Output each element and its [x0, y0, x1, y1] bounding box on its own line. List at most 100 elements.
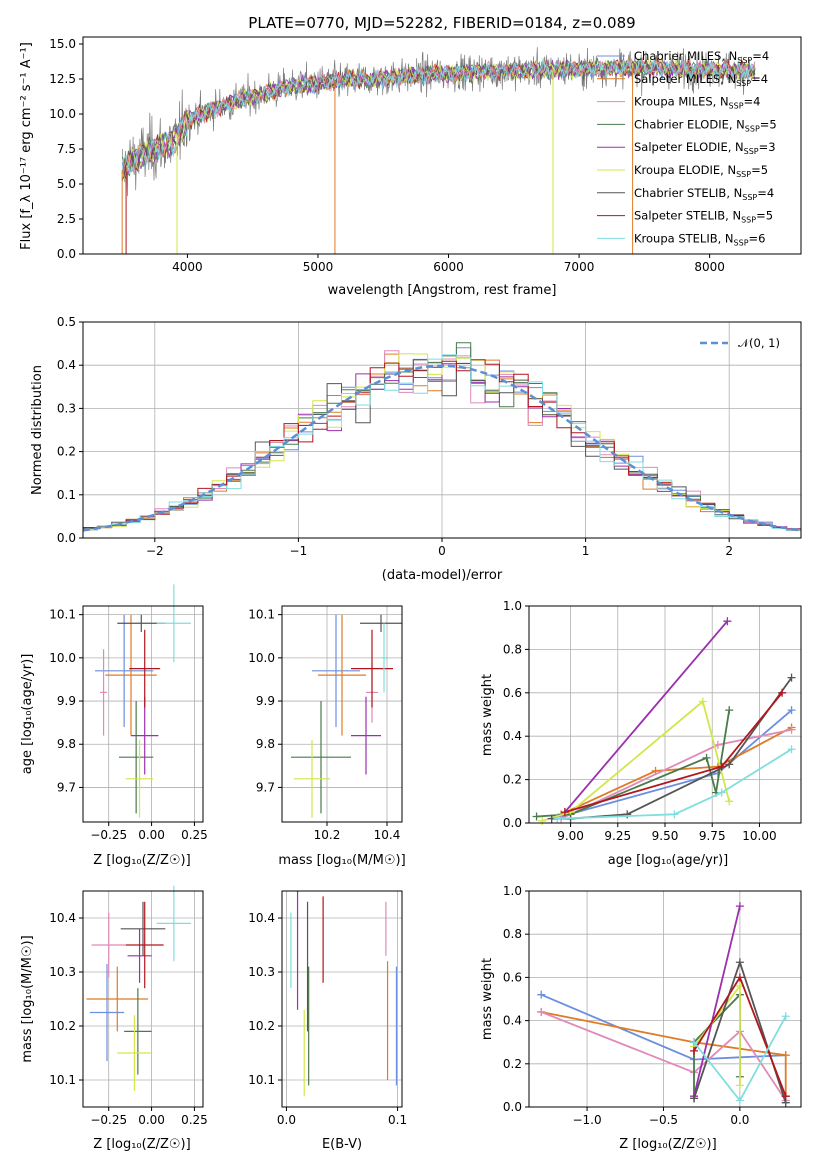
- x-tick-label: 0.00: [138, 1113, 165, 1127]
- y-tick-label: 1.0: [503, 599, 522, 613]
- mass-weight-marker: [735, 973, 744, 982]
- mass-weight-marker: [698, 697, 707, 706]
- legend-label: Kroupa STELIB, NSSP=6: [634, 231, 765, 247]
- y-axis-label: Flux [f_λ 10⁻¹⁷ erg cm⁻² s⁻¹ A⁻¹]: [19, 42, 34, 250]
- plot-frame: [82, 605, 204, 823]
- mass-weight-marker: [670, 810, 679, 819]
- y-axis-label: mass [log₁₀(M/M☉)]: [20, 935, 35, 1062]
- plot-frame: [528, 605, 802, 824]
- legend-label: Chabrier STELIB, NSSP=4: [634, 186, 774, 202]
- x-tick-label: 9.50: [652, 829, 679, 843]
- y-tick-label: 0.4: [503, 1014, 522, 1028]
- y-tick-label: 0.0: [57, 247, 76, 261]
- x-tick-label: −0.25: [90, 828, 127, 842]
- legend-label-normal: 𝒩(0, 1): [738, 336, 780, 350]
- x-tick-label: 7000: [564, 260, 595, 274]
- x-tick-label: 0.1: [388, 1113, 407, 1127]
- mass-weight-marker: [532, 812, 541, 821]
- residual-panel: −2 −1 0 1 2 0.0 0.1 0.2 0.3 0.4 0.5 𝒩(0, 1) (data-…: [30, 315, 802, 583]
- x-tick-label: 1: [582, 544, 590, 558]
- legend-label: Chabrier ELODIE, NSSP=5: [634, 117, 777, 133]
- y-tick-label: 9.9: [57, 694, 76, 708]
- y-tick-label: 12.5: [49, 72, 76, 86]
- legend-label: Kroupa MILES, NSSP=4: [634, 95, 760, 111]
- mass-weight-line: [693, 905, 741, 1097]
- mass-weight-marker: [560, 808, 569, 817]
- spectrum-plot-area: [82, 36, 802, 255]
- y-tick-label: 9.8: [57, 737, 76, 751]
- mass-weight-marker: [725, 706, 734, 715]
- mass-weight-marker: [713, 740, 722, 749]
- y-tick-label: 10.4: [248, 911, 275, 925]
- mass-weight-marker: [553, 814, 562, 823]
- normal-curve: [82, 364, 802, 532]
- y-tick-label: 0.2: [503, 773, 522, 787]
- mass-weight-marker: [735, 902, 744, 911]
- y-tick-label: 0.1: [57, 488, 76, 502]
- x-tick-label: 9.75: [699, 829, 726, 843]
- y-tick-label: 0.4: [57, 358, 76, 372]
- y-tick-label: 0.0: [57, 531, 76, 545]
- y-tick-label: 0.8: [503, 642, 522, 656]
- weight-vs-metallicity-panel: −1.0 −0.5 0.0 0.0 0.2 0.4 0.6 0.8 1.0 Z [log₁₀(Z…: [480, 884, 802, 1152]
- model-spectrum-line: [121, 56, 756, 175]
- y-tick-label: 9.9: [256, 694, 275, 708]
- age-vs-mass-panel: 10.2 10.4 9.7 9.8 9.9 10.0 10.1 mass [log₁₀(M/…: [248, 605, 406, 868]
- x-tick-label: −2: [146, 544, 164, 558]
- y-tick-label: 0.6: [503, 970, 522, 984]
- legend-label: Kroupa ELODIE, NSSP=5: [634, 163, 768, 179]
- y-tick-label: 10.2: [248, 1019, 275, 1033]
- x-axis-label: E(B-V): [322, 1137, 362, 1152]
- mass-weight-marker: [723, 617, 732, 626]
- mass-weight-marker: [787, 745, 796, 754]
- mass-weight-marker: [690, 1094, 699, 1103]
- x-tick-label: 0.25: [181, 1113, 208, 1127]
- residual-histogram-step: [83, 354, 801, 531]
- y-tick-label: 10.2: [49, 1019, 76, 1033]
- x-tick-label: 0.00: [138, 828, 165, 842]
- mass-weight-line: [557, 748, 793, 820]
- x-tick-label: 0.0: [730, 1113, 749, 1127]
- y-tick-label: 0.8: [503, 927, 522, 941]
- y-tick-label: 10.3: [49, 965, 76, 979]
- plot-frame: [528, 890, 802, 1108]
- legend-label: Salpeter STELIB, NSSP=5: [634, 209, 773, 225]
- plot-frame: [281, 890, 403, 1108]
- y-axis-label: mass weight: [480, 674, 495, 756]
- mass-weight-marker: [623, 810, 632, 819]
- mass-weight-marker: [781, 1092, 790, 1101]
- y-tick-label: 10.1: [49, 1073, 76, 1087]
- y-tick-label: 10.1: [49, 608, 76, 622]
- legend-label: Chabrier MILES, NSSP=4: [634, 49, 769, 65]
- chart-title: PLATE=0770, MJD=52282, FIBERID=0184, z=0…: [248, 14, 635, 32]
- x-axis-label: wavelength [Angstrom, rest frame]: [328, 283, 557, 298]
- y-tick-label: 10.0: [49, 107, 76, 121]
- x-axis-label: Z [log₁₀(Z/Z☉)]: [93, 853, 190, 868]
- legend-label: Salpeter ELODIE, NSSP=3: [634, 140, 776, 156]
- mass-weight-marker: [537, 990, 546, 999]
- x-tick-label: 0.25: [181, 828, 208, 842]
- x-tick-label: 9.00: [557, 829, 584, 843]
- x-tick-label: 10.4: [374, 828, 401, 842]
- y-tick-label: 2.5: [57, 212, 76, 226]
- x-axis-label: age [log₁₀(age/yr)]: [608, 853, 729, 868]
- mass-weight-line: [560, 726, 793, 816]
- y-tick-label: 0.2: [57, 445, 76, 459]
- mass-weight-marker: [787, 725, 796, 734]
- y-tick-label: 0.0: [503, 1100, 522, 1114]
- mass-weight-marker: [702, 753, 711, 762]
- mass-vs-metallicity-panel: −0.25 0.00 0.25 10.1 10.2 10.3 10.4 Z [log₁₀(Z…: [20, 885, 208, 1152]
- x-tick-label: 5000: [303, 260, 334, 274]
- y-tick-label: 10.0: [49, 651, 76, 665]
- mass-weight-line: [540, 1011, 787, 1101]
- grid-layer: 0.0 0.1 10.1 10.2 10.3 10.4: [248, 891, 407, 1127]
- residual-histogram-step: [83, 359, 801, 531]
- y-tick-label: 10.4: [49, 911, 76, 925]
- y-tick-label: 0.3: [57, 401, 76, 415]
- mass-weight-marker: [717, 788, 726, 797]
- mass-weight-marker: [787, 706, 796, 715]
- mass-weight-marker: [735, 1096, 744, 1105]
- grid-layer: 9.00 9.25 9.50 9.75 10.00 0.0 0.2 0.4 0.6 0.8 1.0: [503, 599, 801, 843]
- x-axis-label: Z [log₁₀(Z/Z☉)]: [93, 1137, 190, 1152]
